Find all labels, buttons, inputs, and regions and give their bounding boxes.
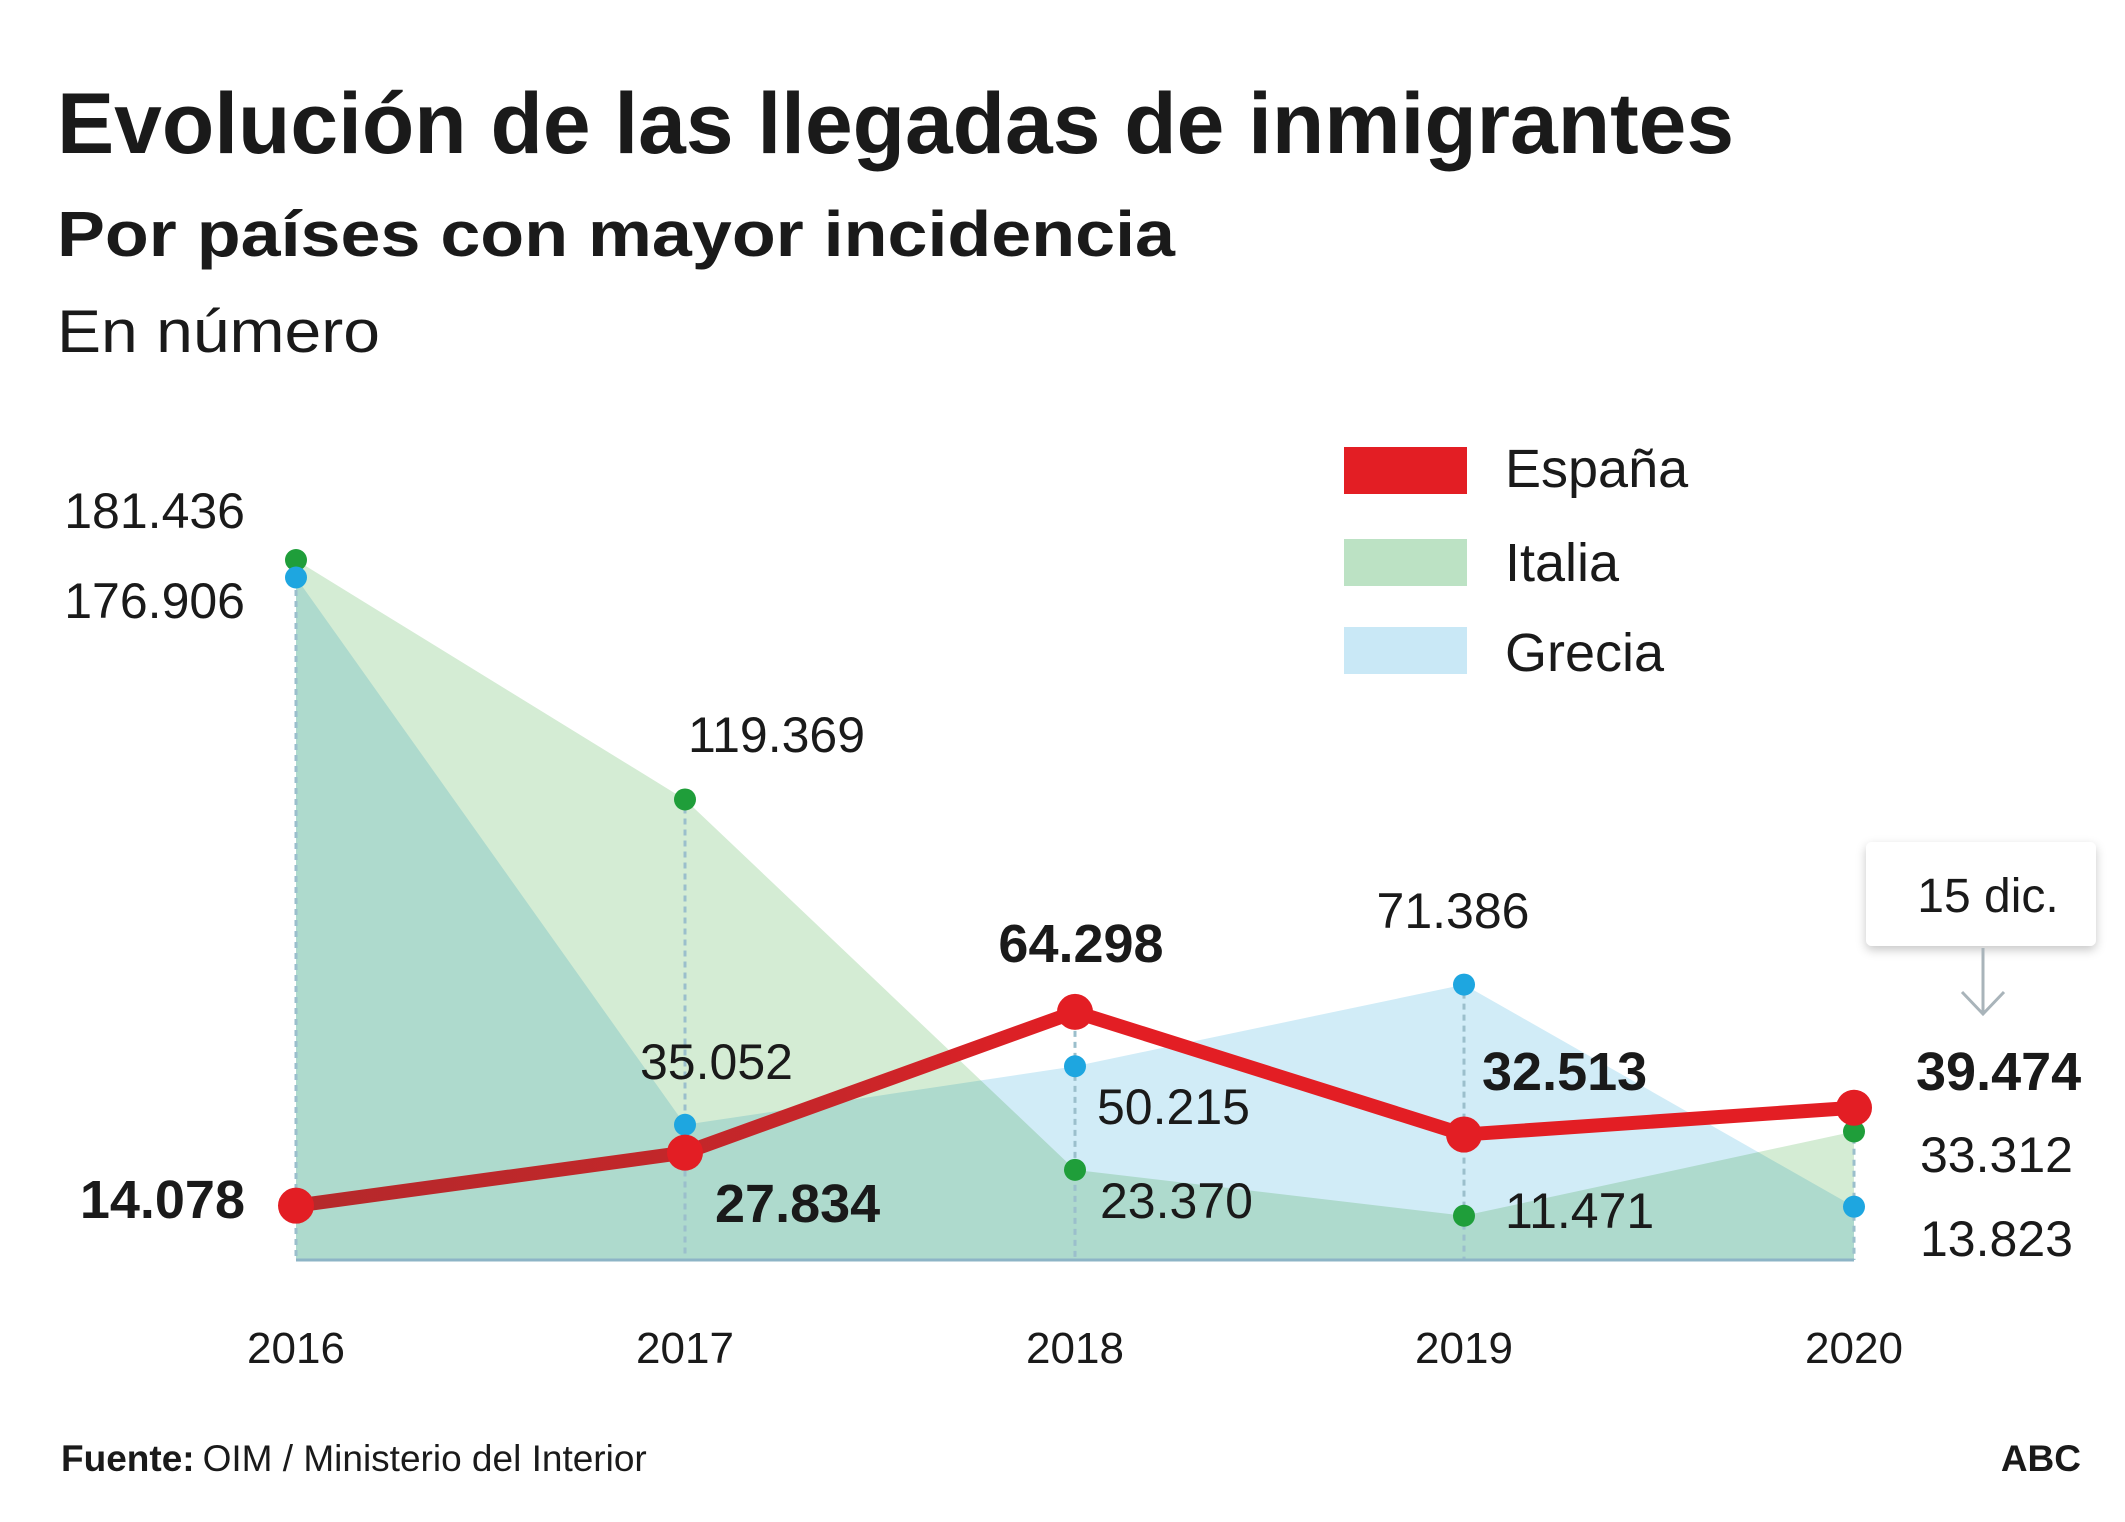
label-italia-2017: 119.369 bbox=[688, 707, 865, 763]
label-espana-2020: 39.474 bbox=[1916, 1042, 2081, 1102]
annotation-text: 15 dic. bbox=[1917, 870, 2058, 923]
x-tick-2020: 2020 bbox=[1805, 1324, 1903, 1373]
dot-espana-2018 bbox=[1057, 993, 1093, 1030]
dot-espana-2017 bbox=[667, 1134, 703, 1171]
label-grecia-2019: 71.386 bbox=[1377, 883, 1530, 939]
data-labels: 181.436 176.906 14.078 119.369 35.052 27… bbox=[64, 483, 2081, 1267]
source-text: OIM / Ministerio del Interior bbox=[203, 1438, 647, 1479]
x-tick-2019: 2019 bbox=[1415, 1324, 1513, 1373]
dot-italia-2016 bbox=[285, 549, 307, 571]
legend: España Italia Grecia bbox=[1344, 439, 1689, 683]
legend-swatch-grecia bbox=[1344, 627, 1467, 674]
label-grecia-2016: 176.906 bbox=[64, 573, 245, 629]
label-grecia-2017: 35.052 bbox=[640, 1034, 793, 1090]
label-italia-2016: 181.436 bbox=[64, 483, 245, 539]
area-grecia bbox=[296, 577, 1854, 1260]
plot-area bbox=[278, 549, 1872, 1262]
label-espana-2016: 14.078 bbox=[80, 1170, 245, 1230]
legend-label-grecia: Grecia bbox=[1505, 623, 1665, 683]
dot-espana-2016 bbox=[278, 1187, 314, 1224]
legend-swatch-italia bbox=[1344, 539, 1467, 586]
dot-italia-2017 bbox=[674, 788, 696, 811]
x-axis: 2016 2017 2018 2019 2020 bbox=[247, 1324, 1903, 1373]
label-espana-2018: 64.298 bbox=[998, 914, 1163, 974]
unit-label: En número bbox=[57, 298, 380, 365]
source-prefix: Fuente: bbox=[61, 1438, 195, 1479]
dot-grecia-2019 bbox=[1453, 973, 1475, 996]
chart-title: Evolución de las llegadas de inmigrantes bbox=[57, 76, 1734, 172]
dot-italia-2020 bbox=[1843, 1120, 1865, 1143]
chart-subtitle: Por países con mayor incidencia bbox=[57, 198, 1175, 270]
source-label: Fuente: OIM / Ministerio del Interior bbox=[61, 1438, 647, 1479]
label-italia-2018: 23.370 bbox=[1100, 1173, 1253, 1229]
label-grecia-2020: 13.823 bbox=[1920, 1211, 2073, 1267]
dot-grecia-2018 bbox=[1064, 1055, 1086, 1078]
x-tick-2016: 2016 bbox=[247, 1324, 345, 1373]
annotation-callout: 15 dic. bbox=[1866, 842, 2096, 1017]
arrow-down-icon bbox=[1960, 948, 2006, 1017]
dot-grecia-2017 bbox=[674, 1113, 696, 1136]
x-tick-2018: 2018 bbox=[1026, 1324, 1124, 1373]
dot-grecia-2020 bbox=[1843, 1195, 1865, 1218]
legend-label-espana: España bbox=[1505, 439, 1689, 499]
label-grecia-2018: 50.215 bbox=[1097, 1079, 1250, 1135]
dot-espana-2019 bbox=[1446, 1116, 1482, 1153]
label-espana-2017: 27.834 bbox=[715, 1174, 880, 1234]
legend-label-italia: Italia bbox=[1505, 533, 1620, 593]
dot-grecia-2016 bbox=[285, 566, 307, 589]
label-espana-2019: 32.513 bbox=[1482, 1042, 1647, 1102]
dot-italia-2018 bbox=[1064, 1158, 1086, 1181]
label-italia-2020: 33.312 bbox=[1920, 1127, 2073, 1183]
annotation-box bbox=[1866, 842, 2096, 946]
dot-italia-2019 bbox=[1453, 1204, 1475, 1227]
dot-espana-2020 bbox=[1836, 1089, 1872, 1126]
legend-swatch-espana bbox=[1344, 447, 1467, 494]
brand-logo: ABC bbox=[2001, 1438, 2081, 1479]
label-italia-2019: 11.471 bbox=[1505, 1183, 1654, 1239]
x-tick-2017: 2017 bbox=[636, 1324, 734, 1373]
